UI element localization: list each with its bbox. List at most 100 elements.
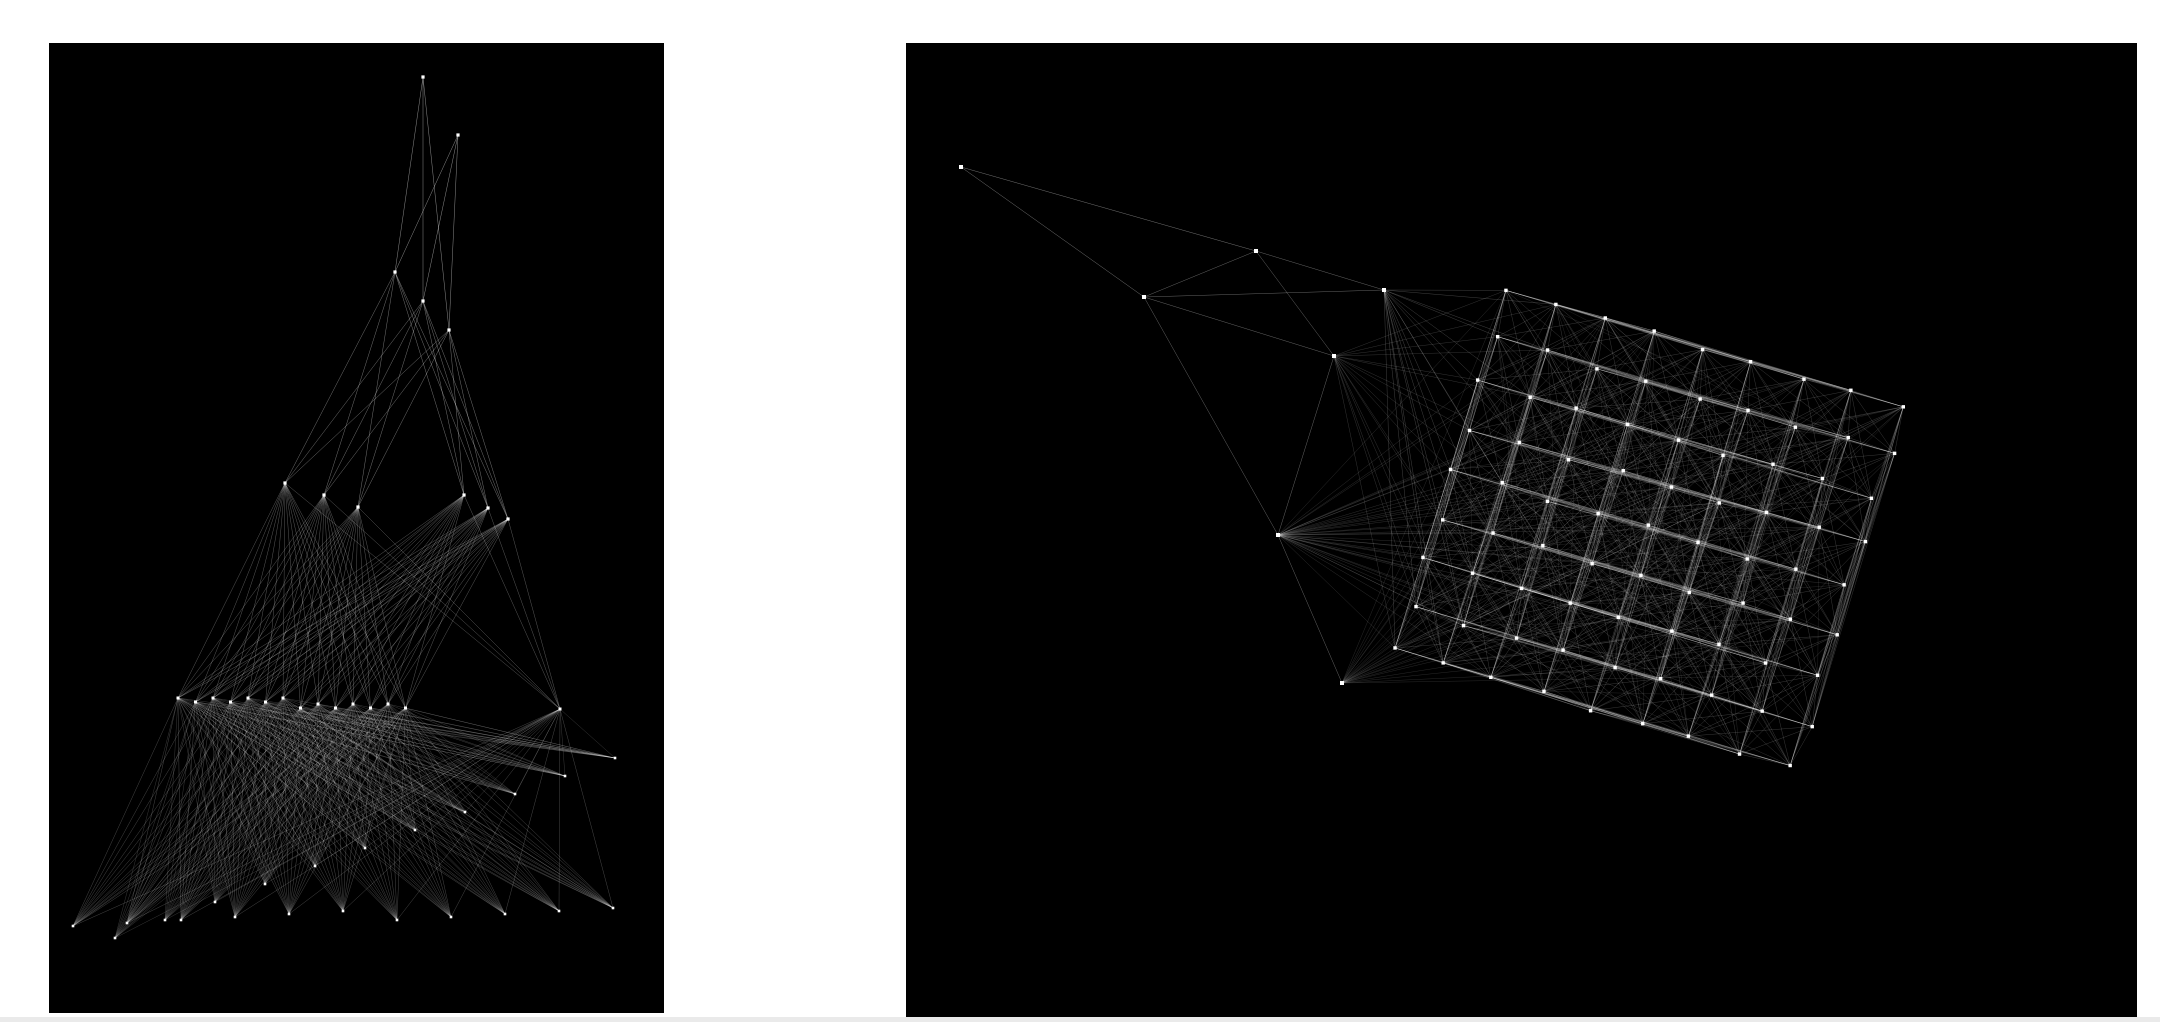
graph-edge bbox=[1278, 535, 1591, 711]
graph-node bbox=[1721, 454, 1724, 457]
graph-edge bbox=[336, 519, 509, 708]
graph-node bbox=[247, 697, 250, 700]
graph-node bbox=[1554, 303, 1557, 306]
graph-node bbox=[1561, 648, 1564, 651]
graph-node bbox=[1864, 540, 1867, 543]
graph-node bbox=[264, 883, 267, 886]
graph-node bbox=[564, 775, 567, 778]
graph-edge bbox=[371, 508, 489, 708]
graph-edge bbox=[1818, 453, 1895, 675]
graph-node bbox=[559, 708, 562, 711]
graph-edge bbox=[1144, 297, 1278, 535]
graph-node bbox=[1604, 316, 1607, 319]
graph-node bbox=[1771, 463, 1774, 466]
graph-node bbox=[1595, 367, 1598, 370]
graph-edge bbox=[283, 507, 358, 698]
graph-edge bbox=[395, 272, 488, 508]
graph-node bbox=[1794, 425, 1797, 428]
graph-edge bbox=[285, 330, 449, 483]
graph-node bbox=[126, 922, 129, 925]
graph-edge bbox=[1700, 399, 1894, 453]
graph-edge bbox=[73, 708, 336, 926]
graph-node bbox=[1821, 477, 1824, 480]
graph-node bbox=[1546, 500, 1549, 503]
graph-node bbox=[514, 793, 517, 796]
graph-node bbox=[1468, 429, 1471, 432]
graph-edge bbox=[1591, 711, 1791, 766]
graph-node bbox=[1835, 633, 1838, 636]
graph-edge bbox=[1851, 390, 1903, 407]
graph-node bbox=[1788, 764, 1791, 767]
graph-edge bbox=[1679, 410, 1748, 440]
graph-node bbox=[264, 701, 267, 704]
graph-node bbox=[1414, 605, 1417, 608]
graph-edge bbox=[1712, 644, 1719, 695]
graph-edge bbox=[318, 704, 613, 908]
graph-edge bbox=[423, 77, 449, 330]
graph-node bbox=[1746, 557, 1749, 560]
graph-edge bbox=[449, 135, 458, 330]
graph-node bbox=[1421, 556, 1424, 559]
graph-node bbox=[1647, 523, 1650, 526]
graph-edge bbox=[1334, 356, 1530, 397]
graph-edge bbox=[961, 167, 1256, 251]
graph-node bbox=[282, 697, 285, 700]
graph-edge bbox=[358, 507, 560, 709]
graph-edge bbox=[423, 301, 488, 508]
graph-edge bbox=[1819, 527, 1837, 635]
graph-edge bbox=[395, 135, 458, 272]
graph-node bbox=[1622, 469, 1625, 472]
graph-node bbox=[1653, 329, 1656, 332]
graph-node bbox=[1441, 518, 1444, 521]
graph-edge bbox=[560, 709, 613, 908]
graph-node bbox=[1382, 288, 1386, 292]
graph-node bbox=[1718, 501, 1721, 504]
graph-edge bbox=[283, 495, 324, 698]
graph-edge bbox=[1812, 453, 1894, 726]
graph-node bbox=[1802, 378, 1805, 381]
graph-edge bbox=[1544, 691, 1591, 710]
graph-node bbox=[72, 925, 75, 928]
graph-edge bbox=[1278, 380, 1478, 535]
graph-edge bbox=[1848, 438, 1871, 499]
graph-edge bbox=[266, 495, 465, 702]
graph-node bbox=[1789, 617, 1792, 620]
graph-node bbox=[1870, 497, 1873, 500]
graph-edge bbox=[231, 508, 489, 702]
graph-edge bbox=[336, 507, 359, 708]
graph-edge bbox=[358, 507, 388, 704]
graph-node bbox=[1849, 389, 1852, 392]
graph-edge bbox=[1796, 542, 1866, 570]
graph-node bbox=[1644, 379, 1647, 382]
graph-edge bbox=[1615, 592, 1689, 667]
graph-node bbox=[114, 937, 117, 940]
graph-edge bbox=[1491, 677, 1591, 710]
graph-node bbox=[464, 811, 467, 814]
graph-edge bbox=[1740, 754, 1791, 765]
graph-node bbox=[1659, 677, 1662, 680]
graph-edge bbox=[266, 507, 359, 702]
graph-node bbox=[1520, 587, 1523, 590]
graph-node bbox=[1491, 531, 1494, 534]
graph-edge bbox=[73, 702, 196, 926]
graph-node bbox=[1541, 544, 1544, 547]
left-graph-panel bbox=[49, 43, 664, 1013]
graph-node bbox=[1590, 562, 1593, 565]
graph-node bbox=[1677, 438, 1680, 441]
graph-edge bbox=[231, 483, 286, 702]
graph-edge bbox=[1278, 356, 1334, 535]
graph-edge bbox=[358, 330, 449, 507]
graph-edge bbox=[213, 698, 451, 917]
graph-node bbox=[364, 847, 367, 850]
graph-node bbox=[486, 506, 489, 509]
right-graph-svg bbox=[906, 43, 2137, 1018]
graph-node bbox=[1641, 722, 1644, 725]
graph-edge bbox=[1256, 251, 1384, 290]
graph-node bbox=[387, 703, 390, 706]
graph-edge bbox=[1342, 442, 1519, 683]
graph-node bbox=[1842, 583, 1845, 586]
graph-node bbox=[1441, 661, 1444, 664]
graph-edge bbox=[301, 495, 465, 708]
graph-edge bbox=[1679, 427, 1796, 440]
graph-node bbox=[356, 505, 359, 508]
